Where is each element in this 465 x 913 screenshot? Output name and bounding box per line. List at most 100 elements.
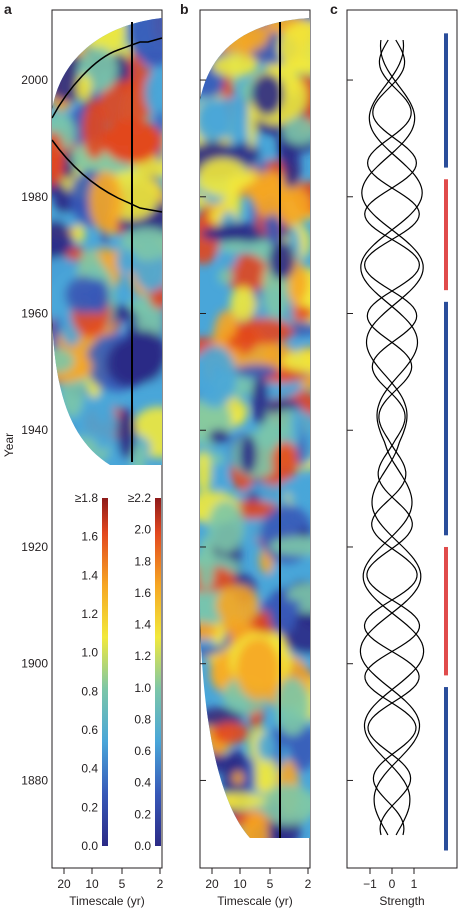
colorbar-tick-label: 1.2	[81, 607, 98, 621]
heatmap-cell	[245, 756, 256, 801]
heatmap-cell	[282, 117, 310, 145]
heatmap-cell	[251, 375, 269, 425]
heatmap-cell	[200, 217, 220, 265]
frame-c	[346, 9, 458, 869]
contour-upper-a	[51, 37, 163, 119]
x-tick-label: 2	[157, 877, 164, 891]
colorbar-tick-label: 0.6	[134, 744, 151, 758]
colorbar-tick-label: 0.4	[81, 762, 98, 776]
heatmap-cell	[66, 18, 100, 43]
colorbar-b	[155, 498, 161, 846]
heatmap-cell	[291, 406, 303, 445]
colorbar-tick-label: 1.2	[134, 649, 151, 663]
heatmap-cell	[200, 753, 236, 774]
colorbar-tick-label: 1.8	[134, 554, 151, 568]
colorbar-tick-label: 0.2	[134, 807, 151, 821]
colorbar-tick-label: 2.0	[134, 523, 151, 537]
heatmap-cell	[72, 288, 89, 302]
heatmap-cell	[267, 569, 297, 589]
heatmap-cell	[212, 721, 250, 745]
sign-bar	[444, 301, 448, 536]
heatmap-cell	[276, 480, 310, 494]
colorbar-tick-label: 1.6	[81, 530, 98, 544]
heatmap-cell	[202, 18, 221, 58]
heatmap-cell	[52, 18, 78, 64]
y-axis-label: Year	[2, 433, 16, 457]
y-tick-label: 1980	[21, 190, 48, 204]
heatmap-cell	[232, 771, 244, 785]
heatmap-cell	[207, 19, 270, 54]
panel-label-b: b	[180, 1, 189, 17]
sign-bar	[444, 687, 448, 851]
heatmap-cell	[282, 350, 310, 373]
heatmap-cell	[273, 186, 310, 225]
colorbar-tick-label: 0.4	[134, 776, 151, 790]
heatmap-cell	[98, 80, 150, 130]
x-tick-label: 5	[267, 877, 274, 891]
heatmap-cell	[269, 536, 310, 557]
heatmap-cell	[219, 240, 252, 253]
heatmap-cell	[203, 18, 247, 36]
heatmap-cell	[272, 441, 299, 481]
heatmap-cell	[274, 677, 310, 736]
heatmap-cell	[127, 18, 162, 65]
heatmap-cell	[268, 240, 295, 280]
heatmap-cell	[236, 638, 281, 701]
x-tick-label: 20	[57, 877, 71, 891]
heatmap-cell	[258, 753, 277, 797]
heatmap-cell	[234, 318, 294, 345]
heatmap-cell	[65, 436, 99, 458]
heatmap-cell	[215, 584, 259, 626]
sign-bar	[444, 179, 448, 291]
heatmap-cell	[218, 269, 234, 285]
x-tick-label: 20	[205, 877, 219, 891]
colorbar-tick-label: 1.4	[134, 618, 151, 632]
heatmap-cell	[144, 73, 162, 113]
heatmap-cell	[115, 248, 137, 274]
heatmap-cell	[208, 429, 230, 444]
heatmap-cell	[88, 170, 123, 232]
heatmap-cell	[52, 34, 71, 63]
panel-label-c: c	[330, 1, 338, 17]
heatmap-cell	[256, 732, 277, 762]
heatmap-cell	[212, 792, 266, 809]
heatmap-cell	[207, 500, 245, 553]
colorbar-top-label: ≥1.8	[75, 491, 99, 505]
heatmap-cell	[200, 802, 236, 826]
x-tick-label: 1	[411, 877, 418, 891]
colorbar-tick-label: 0.0	[81, 839, 98, 853]
sign-bar	[444, 33, 448, 168]
heatmap-cell	[52, 18, 92, 27]
heatmap-cell	[234, 364, 279, 378]
heatmap-b	[200, 18, 310, 838]
x-tick-label: 10	[85, 877, 99, 891]
x-tick-label: 5	[119, 877, 126, 891]
heatmap-cell	[200, 158, 249, 197]
heatmap-cell	[227, 335, 242, 350]
heatmap-cell	[260, 784, 310, 826]
x-axis-label-c: Strength	[379, 894, 424, 908]
colorbar-tick-label: 0.0	[134, 839, 151, 853]
heatmap-cell	[52, 18, 92, 32]
x-axis-label-b: Timescale (yr)	[217, 894, 293, 908]
y-tick-label: 1940	[21, 423, 48, 437]
heatmap-cell	[52, 348, 75, 374]
sign-bar	[444, 546, 448, 676]
heatmap-cell	[59, 434, 109, 452]
heatmap-cell	[61, 425, 75, 465]
heatmap-cell	[200, 536, 215, 591]
heatmap-cell	[200, 622, 219, 640]
colorbar-tick-label: 1.0	[81, 646, 98, 660]
heatmap-cell	[200, 345, 237, 408]
colorbar-tick-label: 1.0	[134, 681, 151, 695]
colorbar-top-label: ≥2.2	[128, 491, 152, 505]
heatmap-cell	[76, 74, 92, 102]
colorbar-tick-label: 0.8	[134, 712, 151, 726]
heatmap-cell	[73, 224, 86, 244]
heatmap-cell	[52, 131, 65, 187]
heatmap-cell	[200, 450, 212, 495]
colorbar-tick-label: 1.4	[81, 568, 98, 582]
colorbar-tick-label: 1.6	[134, 586, 151, 600]
x-tick-label: 10	[233, 877, 247, 891]
